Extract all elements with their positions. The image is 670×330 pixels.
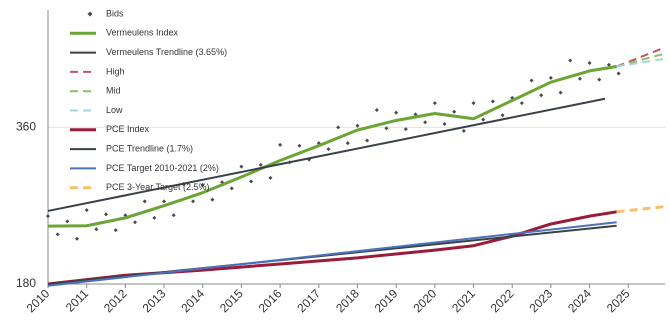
- legend-label: Vermeulens Trendline (3.65%): [106, 47, 227, 57]
- bid-point: [374, 108, 379, 113]
- bid-point: [46, 214, 50, 219]
- x-tick-label: 2023: [526, 286, 555, 315]
- bid-point: [336, 125, 341, 130]
- bid-point: [84, 208, 89, 213]
- bid-point: [55, 232, 60, 237]
- legend-label: High: [106, 66, 125, 76]
- series-line: [47, 65, 617, 228]
- series-line: [47, 97, 606, 212]
- bid-point: [461, 128, 466, 133]
- bid-point: [152, 215, 157, 220]
- bid-point: [278, 142, 283, 147]
- bid-point: [519, 101, 524, 106]
- bid-point: [539, 93, 544, 98]
- bid-point: [432, 101, 437, 106]
- series-line: [616, 52, 666, 68]
- bid-point: [548, 75, 553, 80]
- bid-point: [577, 76, 582, 81]
- x-tick-label: 2025: [604, 286, 633, 315]
- x-tick-label: 2013: [140, 286, 169, 315]
- bid-point: [452, 109, 457, 114]
- bid-point: [403, 127, 408, 132]
- x-tick-label: 2017: [294, 286, 323, 315]
- legend-label: Vermeulens Index: [106, 28, 179, 38]
- bid-point: [162, 199, 167, 204]
- bid-point: [75, 236, 80, 241]
- bid-point: [210, 197, 215, 202]
- bid-point: [345, 141, 350, 146]
- legend-label: PCE Index: [106, 124, 150, 134]
- bid-point: [529, 78, 534, 83]
- bid-point: [94, 227, 99, 232]
- x-tick-label: 2016: [256, 286, 285, 315]
- y-tick-label: 180: [16, 276, 36, 290]
- bid-point: [442, 121, 447, 126]
- x-tick-label: 2018: [333, 286, 362, 315]
- series-line: [616, 46, 666, 68]
- bid-point: [471, 101, 476, 106]
- x-tick-label: 2019: [372, 286, 401, 315]
- legend-marker: [87, 11, 93, 17]
- legend-label: Bids: [106, 8, 124, 18]
- bid-point: [65, 219, 70, 224]
- bid-point: [597, 77, 602, 82]
- bid-point: [568, 58, 573, 63]
- x-tick-label: 2020: [410, 286, 439, 315]
- series-line: [616, 57, 666, 68]
- x-tick-label: 2012: [101, 286, 130, 315]
- bid-point: [104, 212, 109, 217]
- series-line: [616, 205, 666, 214]
- bid-point: [394, 110, 399, 115]
- legend-label: Mid: [106, 86, 121, 96]
- x-tick-label: 2022: [488, 286, 517, 315]
- bid-point: [616, 71, 621, 76]
- bid-point: [500, 113, 505, 118]
- bid-point: [297, 143, 302, 148]
- legend-label: PCE Target 2010-2021 (2%): [106, 163, 219, 173]
- x-tick-label: 2021: [449, 286, 478, 315]
- bid-point: [606, 62, 611, 67]
- bid-point: [171, 213, 176, 218]
- bid-point: [355, 123, 360, 128]
- bid-point: [384, 126, 389, 131]
- x-tick-label: 2014: [178, 286, 207, 315]
- x-tick-label: 2024: [565, 286, 594, 315]
- bid-point: [423, 120, 428, 125]
- bid-point: [481, 117, 486, 122]
- bid-point: [239, 164, 244, 169]
- bid-point: [258, 162, 263, 167]
- legend-label: Low: [106, 105, 123, 115]
- bid-point: [558, 90, 563, 95]
- bid-point: [191, 199, 196, 204]
- series-line: [47, 210, 617, 286]
- bid-point: [142, 199, 147, 204]
- bid-point: [133, 220, 138, 225]
- bid-point: [490, 99, 495, 104]
- y-tick-label: 360: [16, 120, 36, 134]
- bid-point: [249, 179, 254, 184]
- bid-point: [587, 61, 592, 66]
- x-tick-label: 2015: [217, 286, 246, 315]
- legend-label: PCE Trendline (1.7%): [106, 143, 193, 153]
- x-tick-label: 2010: [24, 286, 53, 315]
- bid-point: [365, 138, 370, 143]
- bid-point: [229, 186, 234, 191]
- series-line: [47, 221, 617, 287]
- bid-point: [200, 182, 205, 187]
- x-tick-label: 2011: [63, 286, 91, 314]
- bid-point: [268, 175, 273, 180]
- bid-point: [326, 147, 331, 152]
- legend-label: PCE 3-Year Target (2.5%): [106, 182, 210, 192]
- bid-point: [113, 228, 118, 233]
